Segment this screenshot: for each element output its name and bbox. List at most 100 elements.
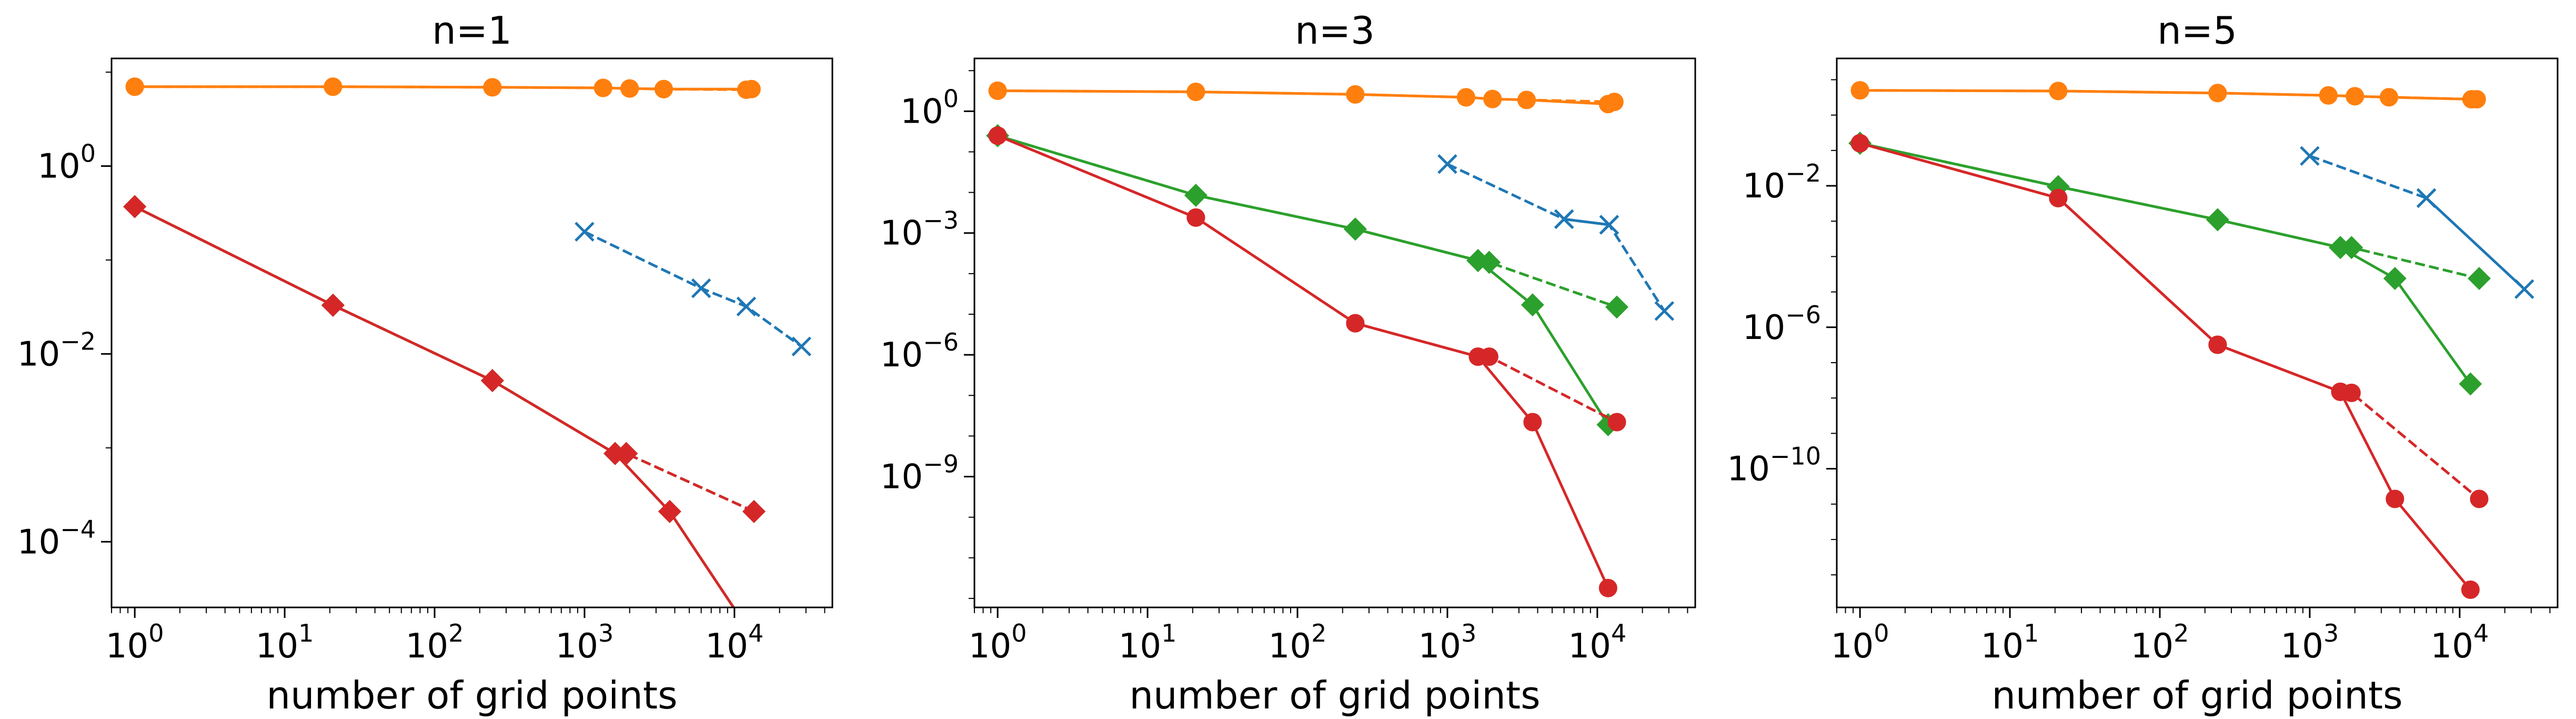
series-red-dashed	[1850, 134, 2489, 508]
data-point	[1523, 413, 1542, 432]
series-green-dashed	[986, 124, 1628, 319]
data-point	[2379, 88, 2398, 107]
data-point	[1598, 578, 1617, 597]
data-point	[1346, 314, 1365, 333]
plot-frame	[1836, 57, 2559, 608]
data-point	[2386, 490, 2404, 508]
series-line	[134, 205, 736, 607]
data-point	[1521, 293, 1544, 317]
x-axis-ticks: 100 101 102 103 104	[1831, 607, 2551, 666]
data-point	[2300, 146, 2320, 166]
data-point	[593, 78, 612, 97]
chart-title: n=5	[2157, 8, 2237, 53]
data-point	[1605, 295, 1628, 319]
data-point	[1184, 184, 1208, 207]
plot-area	[123, 77, 812, 607]
y-tick-label: 10−4	[17, 515, 96, 562]
y-tick-label: 100	[37, 139, 96, 186]
data-point	[2416, 188, 2437, 208]
x-tick-label: 104	[1568, 619, 1627, 666]
data-point	[1554, 209, 1574, 229]
x-tick-label: 102	[406, 619, 464, 666]
data-point	[658, 500, 681, 523]
data-point	[2462, 90, 2481, 109]
data-point	[2461, 580, 2480, 599]
data-point	[2346, 87, 2364, 106]
x-tick-label: 102	[1269, 619, 1327, 666]
series-orange-solid	[125, 77, 761, 98]
x-axis-ticks: 100 101 102 103 104	[969, 607, 1688, 666]
data-point	[2514, 279, 2534, 299]
data-point	[1654, 301, 1675, 321]
data-point	[742, 79, 761, 98]
data-point	[1186, 83, 1205, 102]
series-orange-solid	[988, 81, 1617, 114]
data-point	[1186, 208, 1205, 227]
y-axis-ticks: 10−10 10−6 10−2	[1727, 79, 1837, 576]
chart-title: n=1	[432, 8, 512, 53]
x-tick-label: 104	[2431, 619, 2489, 666]
data-point	[324, 77, 343, 96]
series-line	[2425, 197, 2525, 291]
data-point	[1599, 215, 1619, 235]
x-tick-label: 100	[1831, 619, 1889, 666]
plot-area	[986, 81, 1675, 597]
data-point	[1598, 95, 1617, 114]
series-blue-dashed	[1437, 154, 1675, 321]
series-line	[997, 134, 1609, 589]
plot-area	[1848, 81, 2534, 599]
data-point	[2206, 208, 2229, 232]
data-point	[480, 369, 504, 393]
series-line	[998, 89, 1608, 106]
data-point	[2049, 188, 2068, 207]
x-axis-label: number of grid points	[266, 673, 677, 717]
data-point	[2331, 382, 2350, 401]
series-red-solid	[988, 126, 1617, 597]
x-axis-label: number of grid points	[1991, 673, 2402, 717]
data-point	[1468, 347, 1487, 366]
data-point	[1346, 85, 1365, 104]
y-tick-label: 10−6	[1743, 301, 1821, 347]
data-point	[2470, 490, 2489, 508]
data-point	[1850, 134, 1869, 153]
data-point	[1607, 413, 1626, 432]
x-tick-label: 101	[1981, 619, 2039, 666]
series-line	[1446, 163, 1666, 312]
data-point	[2208, 335, 2227, 354]
x-tick-label: 103	[1418, 619, 1477, 666]
data-point	[2459, 372, 2482, 396]
series-line	[1859, 142, 2480, 500]
series-green-solid	[1848, 132, 2482, 396]
x-tick-label: 103	[2281, 619, 2339, 666]
plot-frame	[973, 57, 1696, 608]
x-axis-ticks: 100 101 102 103 104	[106, 607, 826, 666]
data-point	[483, 78, 502, 97]
y-axis-ticks: 10−4 10−2 100	[17, 72, 112, 562]
data-point	[2049, 82, 2068, 101]
data-point	[1437, 154, 1457, 174]
chart-title: n=3	[1295, 8, 1375, 53]
y-tick-label: 10−6	[880, 328, 959, 375]
data-point	[1483, 89, 1502, 108]
x-axis-label: number of grid points	[1129, 673, 1540, 717]
series-line	[134, 205, 736, 607]
y-axis-ticks: 10−9 10−6 10−3 100	[880, 70, 974, 599]
series-orange-solid	[1850, 81, 2481, 109]
data-point	[691, 278, 711, 298]
x-tick-label: 101	[256, 619, 314, 666]
series-line	[997, 134, 1617, 308]
data-point	[791, 336, 812, 357]
x-tick-label: 103	[556, 619, 614, 666]
data-point	[2329, 236, 2352, 259]
data-point	[2208, 84, 2227, 103]
y-tick-label: 10−3	[880, 206, 959, 253]
series-line	[1564, 217, 1609, 226]
series-line	[1859, 142, 2472, 591]
x-tick-label: 100	[969, 619, 1027, 666]
x-tick-label: 101	[1119, 619, 1177, 666]
series-line	[2309, 154, 2427, 199]
